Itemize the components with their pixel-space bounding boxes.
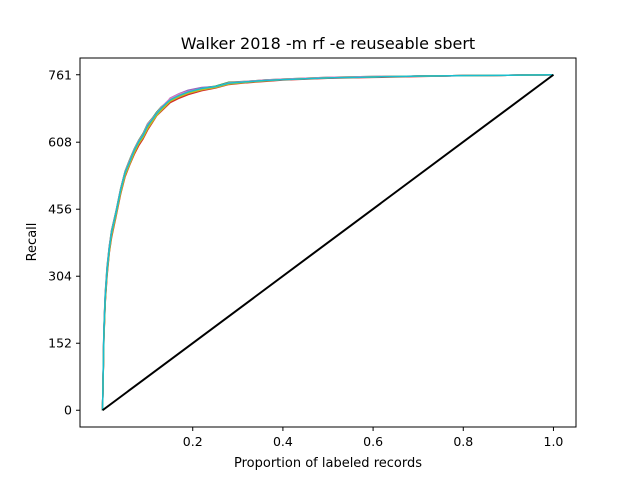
y-tick-label: 152	[48, 336, 72, 351]
x-tick-label: 0.6	[363, 434, 383, 449]
y-axis-label: Recall	[25, 223, 40, 262]
series-layer	[101, 73, 555, 412]
x-tick-label: 0.2	[183, 434, 203, 449]
x-axis-label: Proportion of labeled records	[234, 456, 422, 471]
chart-title: Walker 2018 -m rf -e reuseable sbert	[181, 34, 475, 53]
y-tick-label: 761	[48, 67, 72, 82]
y-tick-label: 456	[48, 202, 72, 217]
y-axis-ticks: 0 152 304 456 608 761	[48, 67, 80, 418]
y-tick-label: 304	[48, 269, 72, 284]
y-tick-label: 0	[64, 403, 72, 418]
x-axis-ticks: 0.2 0.4 0.6 0.8 1.0	[183, 427, 564, 449]
random-baseline-line	[101, 73, 555, 412]
y-tick-label: 608	[48, 135, 72, 150]
x-tick-label: 0.8	[453, 434, 473, 449]
x-tick-label: 0.4	[273, 434, 293, 449]
recall-curve-line-10	[101, 74, 554, 411]
plot-frame	[79, 57, 577, 428]
x-tick-label: 1.0	[544, 434, 564, 449]
